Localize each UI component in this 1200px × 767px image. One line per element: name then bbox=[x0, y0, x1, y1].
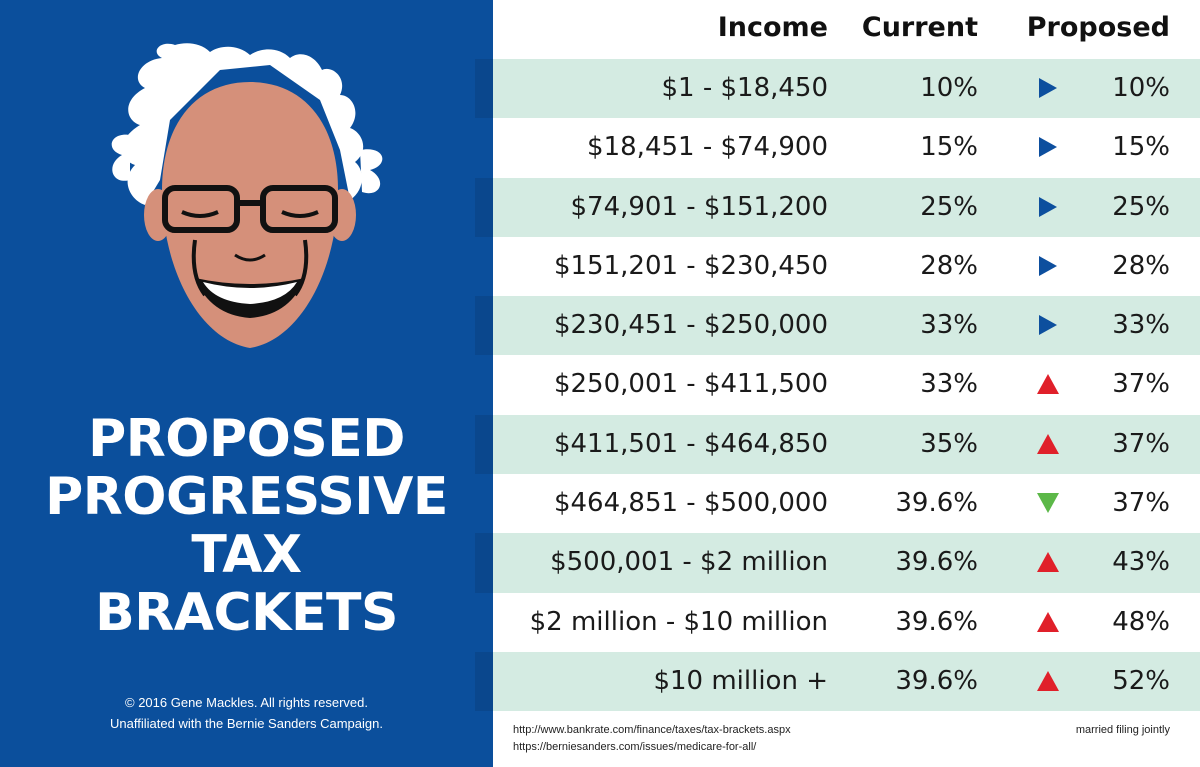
table-row: $411,501 - $464,850 35% 37% bbox=[475, 414, 1200, 475]
source-link[interactable]: https://berniesanders.com/issues/medicar… bbox=[513, 741, 757, 753]
table-row: $230,451 - $250,000 33% 33% bbox=[475, 296, 1200, 356]
current-rate-cell: 35% bbox=[920, 428, 978, 459]
title-line: TAX bbox=[191, 525, 302, 585]
increase-arrow-icon bbox=[1031, 652, 1065, 711]
unchanged-arrow-icon bbox=[1031, 59, 1065, 118]
title-line: BRACKETS bbox=[95, 583, 398, 643]
table-body: $1 - $18,450 10% 10% $18,451 - $74,900 15% 15… bbox=[475, 59, 1200, 712]
current-rate-cell: 25% bbox=[920, 191, 978, 222]
change-indicator-shape bbox=[1037, 552, 1059, 573]
current-rate-cell: 39.6% bbox=[895, 547, 978, 578]
change-indicator-shape bbox=[1037, 374, 1059, 395]
decrease-arrow-icon bbox=[1031, 474, 1065, 533]
table-row: $1 - $18,450 10% 10% bbox=[475, 59, 1200, 119]
credit-line: © 2016 Gene Mackles. All rights reserved… bbox=[125, 695, 368, 710]
current-rate-cell: 33% bbox=[920, 369, 978, 400]
change-indicator-shape bbox=[1039, 255, 1057, 276]
change-indicator-shape bbox=[1039, 137, 1057, 158]
proposed-rate-cell: 10% bbox=[1112, 73, 1170, 103]
income-cell: $1 - $18,450 bbox=[661, 73, 828, 103]
unchanged-arrow-icon bbox=[1031, 237, 1065, 296]
copyright-credits: © 2016 Gene Mackles. All rights reserved… bbox=[0, 692, 493, 734]
proposed-rate-cell: 52% bbox=[1112, 665, 1170, 696]
income-cell: $250,001 - $411,500 bbox=[553, 369, 828, 400]
change-indicator-shape bbox=[1037, 493, 1059, 514]
credit-line: Unaffiliated with the Bernie Sanders Cam… bbox=[110, 716, 383, 731]
proposed-rate-cell: 37% bbox=[1112, 488, 1170, 519]
income-cell: $18,451 - $74,900 bbox=[587, 132, 828, 163]
income-cell: $464,851 - $500,000 bbox=[553, 488, 828, 519]
source-links: http://www.bankrate.com/finance/taxes/ta… bbox=[513, 722, 791, 756]
proposed-rate-cell: 37% bbox=[1112, 369, 1170, 400]
proposed-rate-cell: 25% bbox=[1112, 191, 1170, 222]
increase-arrow-icon bbox=[1031, 415, 1065, 474]
left-panel: PROPOSED PROGRESSIVE TAX BRACKETS © 2016… bbox=[0, 0, 493, 767]
current-rate-cell: 28% bbox=[920, 250, 978, 281]
proposed-rate-cell: 15% bbox=[1112, 132, 1170, 163]
proposed-rate-cell: 28% bbox=[1112, 250, 1170, 281]
unchanged-arrow-icon bbox=[1031, 178, 1065, 237]
source-link[interactable]: http://www.bankrate.com/finance/taxes/ta… bbox=[513, 724, 791, 736]
table-row: $500,001 - $2 million 39.6% 43% bbox=[475, 533, 1200, 593]
income-cell: $10 million + bbox=[653, 665, 828, 696]
table-row: $10 million + 39.6% 52% bbox=[475, 651, 1200, 712]
change-indicator-shape bbox=[1037, 670, 1059, 691]
change-indicator-shape bbox=[1039, 196, 1057, 217]
column-header-current: Current bbox=[861, 12, 978, 43]
income-cell: $151,201 - $230,450 bbox=[553, 250, 828, 281]
current-rate-cell: 15% bbox=[920, 132, 978, 163]
current-rate-cell: 33% bbox=[920, 310, 978, 341]
increase-arrow-icon bbox=[1031, 593, 1065, 652]
table-row: $74,901 - $151,200 25% 25% bbox=[475, 177, 1200, 238]
current-rate-cell: 10% bbox=[920, 73, 978, 103]
current-rate-cell: 39.6% bbox=[895, 606, 978, 637]
proposed-rate-cell: 37% bbox=[1112, 428, 1170, 459]
filing-status-note: married filing jointly bbox=[1075, 724, 1170, 736]
proposed-rate-cell: 48% bbox=[1112, 606, 1170, 637]
income-cell: $500,001 - $2 million bbox=[550, 547, 828, 578]
poster-title: PROPOSED PROGRESSIVE TAX BRACKETS bbox=[0, 410, 493, 642]
change-indicator-shape bbox=[1037, 433, 1059, 454]
title-line: PROPOSED bbox=[88, 409, 405, 469]
tax-bracket-table: Income Current Proposed $1 - $18,450 10% 1… bbox=[475, 0, 1200, 767]
column-header-income: Income bbox=[717, 12, 828, 43]
income-cell: $230,451 - $250,000 bbox=[553, 310, 828, 341]
proposed-rate-cell: 33% bbox=[1112, 310, 1170, 341]
current-rate-cell: 39.6% bbox=[895, 488, 978, 519]
unchanged-arrow-icon bbox=[1031, 118, 1065, 177]
bernie-portrait-illustration bbox=[111, 43, 383, 348]
increase-arrow-icon bbox=[1031, 533, 1065, 592]
increase-arrow-icon bbox=[1031, 355, 1065, 414]
table-row: $250,001 - $411,500 33% 37% bbox=[493, 355, 1200, 414]
change-indicator-shape bbox=[1039, 78, 1057, 98]
table-row: $151,201 - $230,450 28% 28% bbox=[493, 237, 1200, 296]
table-row: $18,451 - $74,900 15% 15% bbox=[493, 118, 1200, 177]
change-indicator-shape bbox=[1037, 611, 1059, 632]
table-row: $2 million - $10 million 39.6% 48% bbox=[493, 593, 1200, 652]
table-row: $464,851 - $500,000 39.6% 37% bbox=[493, 474, 1200, 533]
unchanged-arrow-icon bbox=[1031, 296, 1065, 355]
income-cell: $2 million - $10 million bbox=[529, 606, 828, 637]
income-cell: $411,501 - $464,850 bbox=[553, 428, 828, 459]
change-indicator-shape bbox=[1039, 315, 1057, 336]
title-line: PROGRESSIVE bbox=[45, 467, 448, 527]
current-rate-cell: 39.6% bbox=[895, 665, 978, 696]
proposed-rate-cell: 43% bbox=[1112, 547, 1170, 578]
income-cell: $74,901 - $151,200 bbox=[570, 191, 829, 222]
column-header-proposed: Proposed bbox=[1026, 12, 1170, 43]
